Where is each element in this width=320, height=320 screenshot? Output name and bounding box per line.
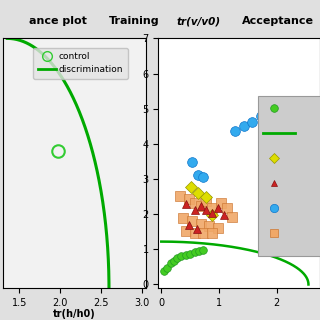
Legend: control, discrimination: control, discrimination: [33, 48, 128, 78]
Text: tr(v/v0): tr(v/v0): [176, 16, 220, 26]
Text: ance plot: ance plot: [29, 16, 86, 26]
X-axis label: tr(h/h0): tr(h/h0): [53, 309, 96, 319]
Text: Training: Training: [109, 16, 160, 26]
Text: Acceptance: Acceptance: [243, 16, 314, 26]
FancyBboxPatch shape: [258, 96, 320, 256]
